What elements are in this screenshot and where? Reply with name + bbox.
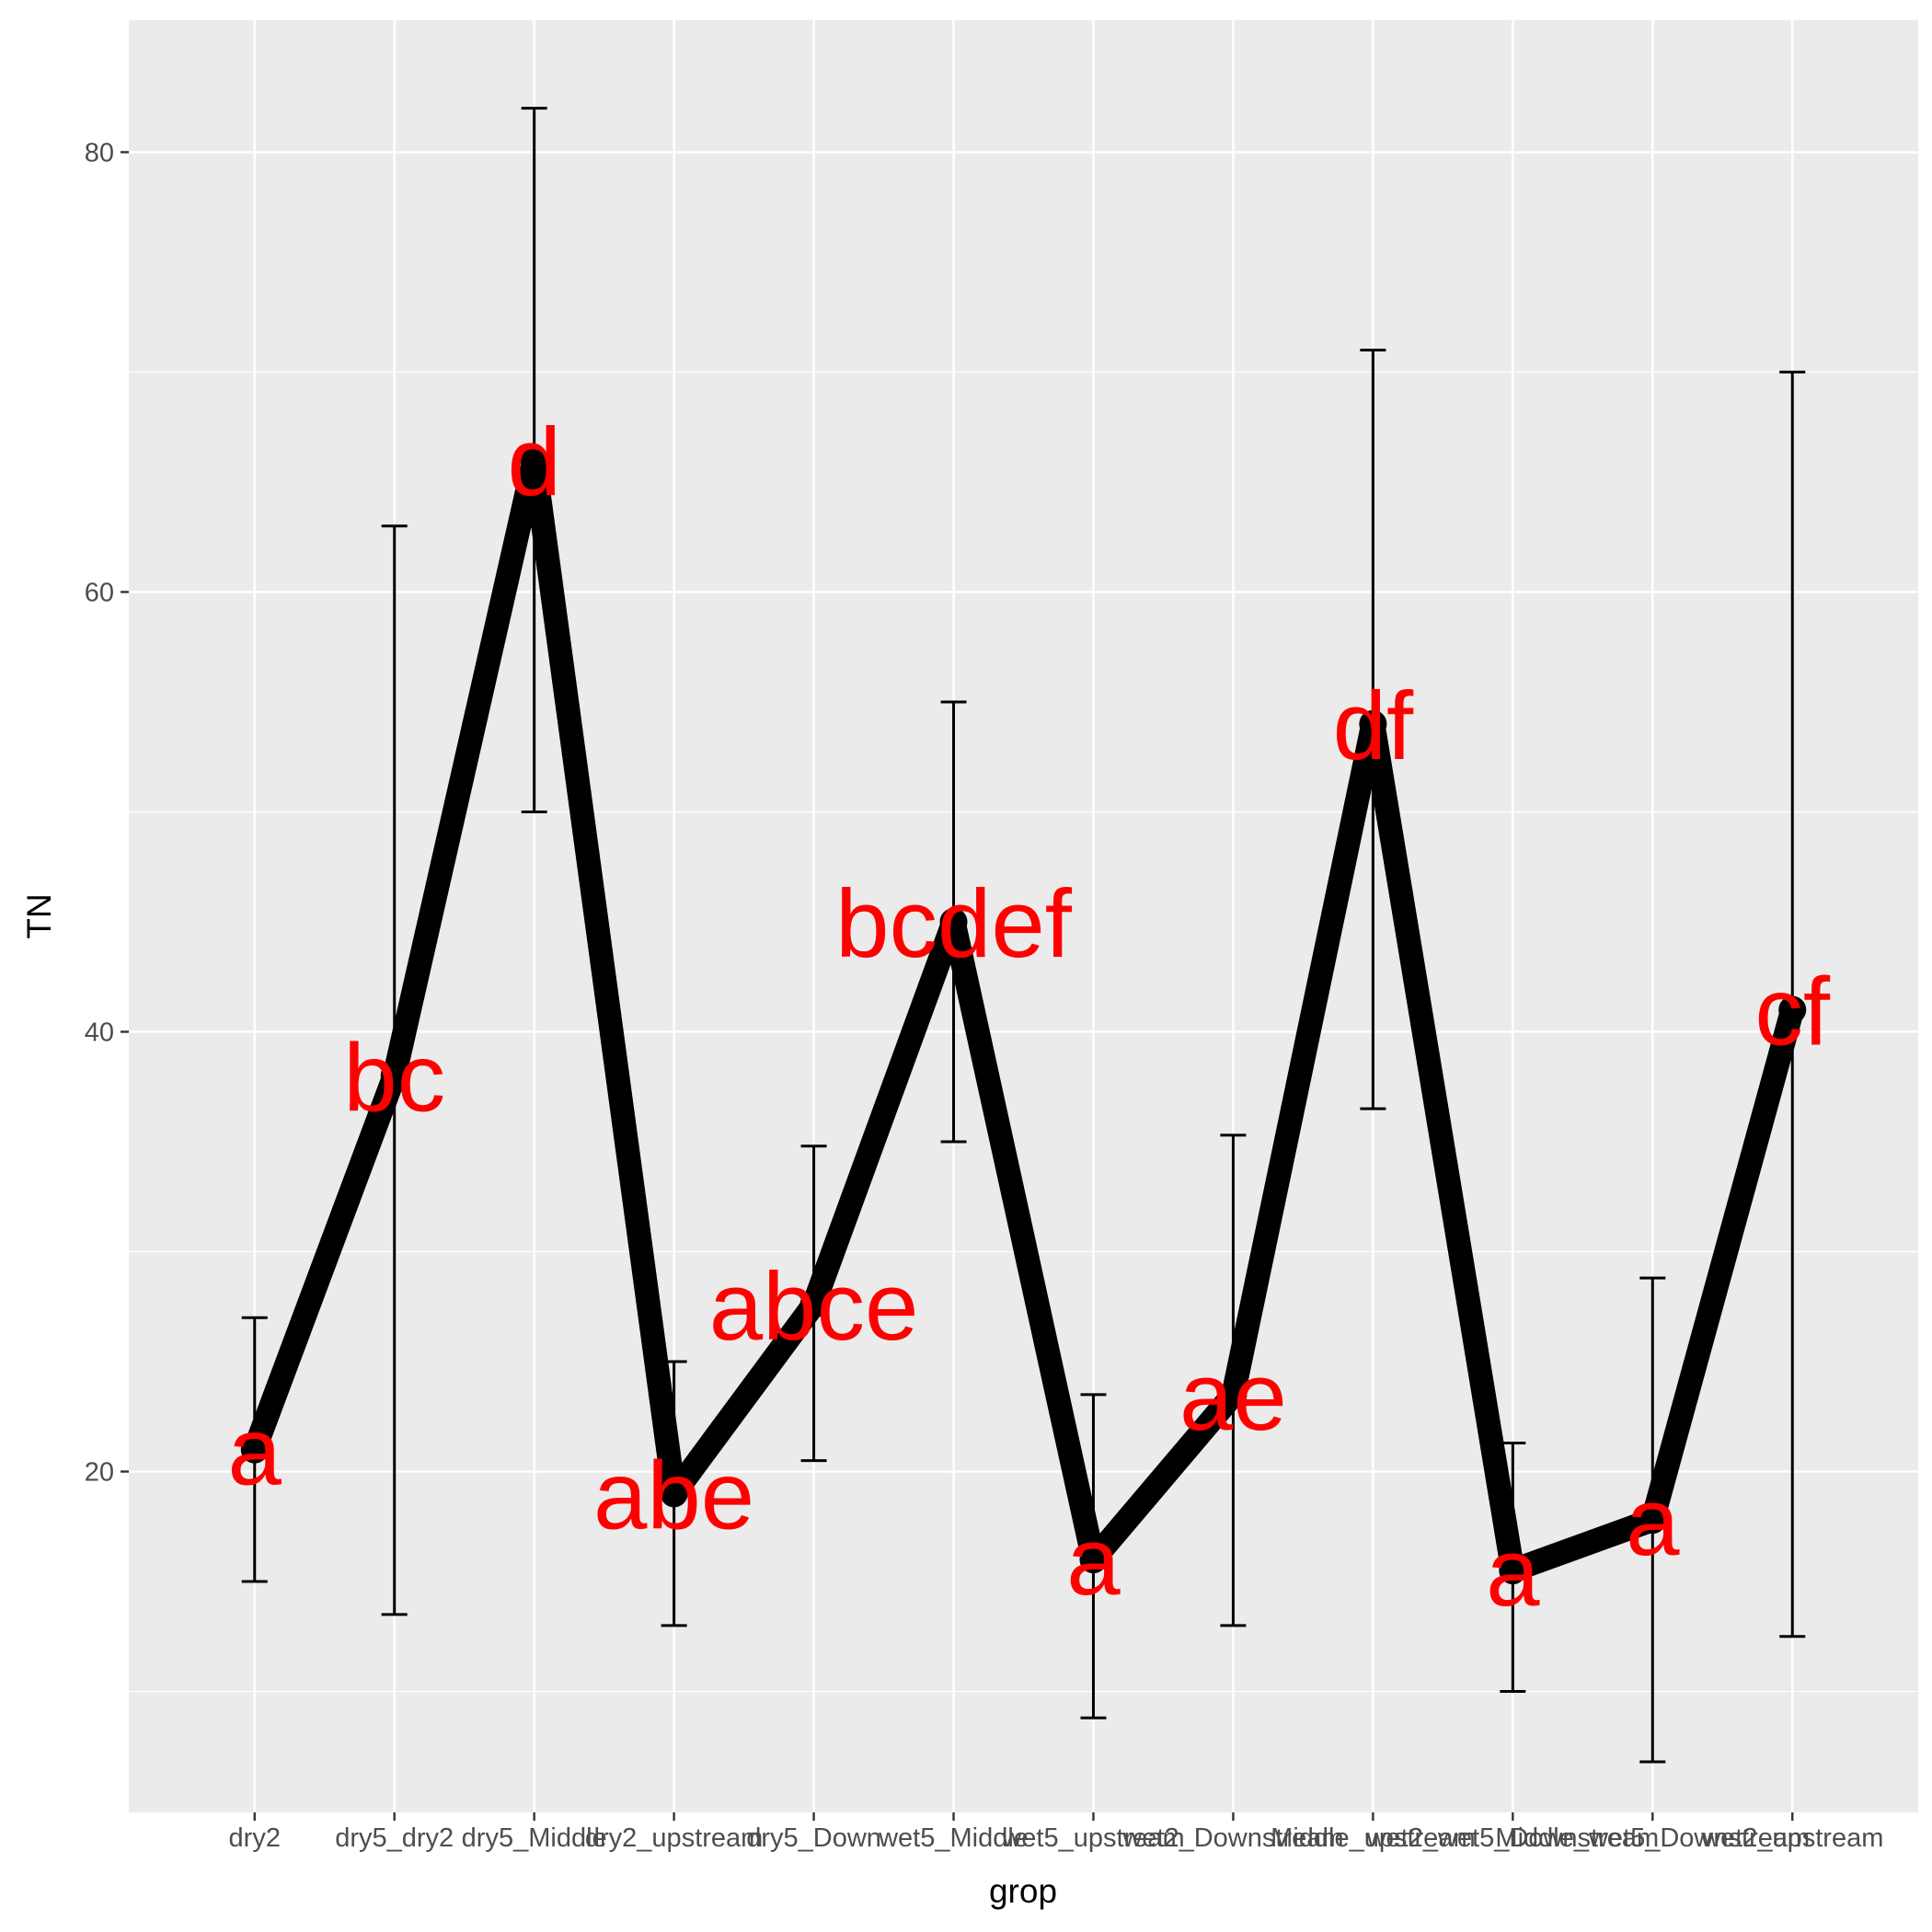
y-tick-label: 20 [85, 1458, 114, 1488]
mean-point [799, 1290, 828, 1318]
group-letter-label: abce [709, 1253, 919, 1361]
mean-points [240, 446, 1807, 1585]
x-tick-label: Middle_upstream [1271, 1823, 1475, 1853]
x-tick-label: dry5_Middle [462, 1823, 607, 1853]
mean-point [380, 1062, 408, 1090]
mean-point [1499, 1557, 1527, 1585]
x-axis-title: grop [989, 1872, 1057, 1910]
x-tick-label: wet2_upstream [1700, 1823, 1883, 1853]
group-letter-label: bcdef [835, 870, 1073, 978]
mean-point [1079, 1546, 1108, 1574]
y-tick-label: 40 [85, 1018, 114, 1047]
x-tick-label: wet2_Downstream [1121, 1823, 1343, 1853]
group-letter-label: a [1066, 1508, 1121, 1616]
x-tick-label: Middle_wet5_Downstream [1495, 1823, 1810, 1853]
group-letter-label: cf [1754, 959, 1831, 1066]
y-tick-label: 80 [85, 138, 114, 167]
mean-point [1359, 709, 1387, 738]
mean-point [520, 446, 548, 475]
x-tick-label: dry2_upstream [585, 1823, 763, 1853]
mean-point [1778, 995, 1807, 1024]
y-tick-label: 60 [85, 578, 114, 607]
mean-point [1639, 1506, 1667, 1535]
mean-point [660, 1479, 688, 1508]
group-letter-label: abe [593, 1442, 754, 1549]
mean-point [1219, 1380, 1248, 1409]
x-tick-label: wet2_wet5_Downstream [1366, 1823, 1660, 1853]
x-tick-label: wet5_Middle [878, 1823, 1029, 1853]
y-axis-title: TN [20, 893, 58, 938]
x-tick-label: dry2 [229, 1823, 281, 1853]
group-letter-label: d [507, 408, 560, 516]
mean-line [242, 448, 1805, 1583]
group-letter-label: bc [343, 1024, 445, 1132]
group-letter-label: a [228, 1398, 282, 1506]
x-tick-label: dry5_dry2 [335, 1823, 454, 1853]
group-letter-label: a [1626, 1468, 1680, 1576]
mean-point [240, 1435, 269, 1464]
x-tick-label: dry5_Down [746, 1823, 881, 1853]
group-letter-label: df [1333, 673, 1414, 780]
x-tick-label: wet5_upstream [1001, 1823, 1184, 1853]
group-letter-label: ae [1179, 1343, 1287, 1451]
mean-point [939, 907, 968, 936]
group-letter-label: a [1486, 1519, 1540, 1627]
y-axis: 20 40 60 80 [85, 138, 129, 1488]
x-axis: dry2 dry5_dry2 dry5_Middledry2_upstreamdry… [229, 1812, 1883, 1853]
